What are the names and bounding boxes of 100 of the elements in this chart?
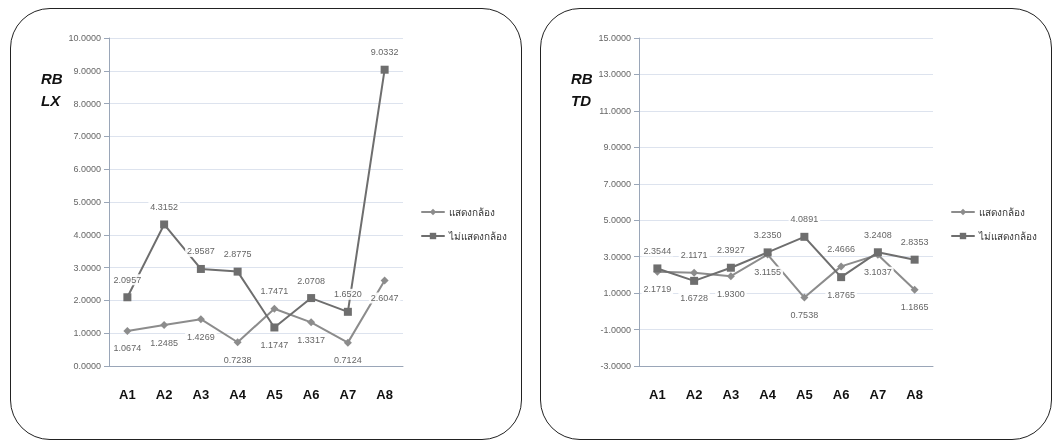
y-tick-label: 15.0000 xyxy=(598,33,631,43)
y-tick-label: 5.0000 xyxy=(603,215,631,226)
x-tick-label: A6 xyxy=(302,387,320,402)
data-label: 1.7471 xyxy=(260,286,289,297)
point xyxy=(343,307,352,316)
y-tick-label: 6.0000 xyxy=(73,164,101,175)
point xyxy=(726,263,735,272)
point xyxy=(690,276,699,285)
x-tick-label: A6 xyxy=(832,387,850,402)
data-label: 2.3544 xyxy=(643,245,672,256)
point xyxy=(270,323,279,332)
data-label: 2.8353 xyxy=(900,237,929,248)
x-tick-label: A4 xyxy=(229,387,247,402)
data-label: 4.0891 xyxy=(790,214,819,225)
x-tick-label: A3 xyxy=(192,387,210,402)
data-label: 0.7238 xyxy=(223,354,252,365)
point xyxy=(800,232,809,241)
legend-label: ไม่แสดงกล้อง xyxy=(448,230,507,242)
point xyxy=(160,321,169,330)
data-label: 1.4269 xyxy=(187,331,215,342)
y-tick-label: 3.0000 xyxy=(603,251,631,262)
x-tick-label: A2 xyxy=(685,387,703,402)
data-label: 2.0708 xyxy=(297,275,325,286)
legend-label: แสดงกล้อง xyxy=(449,206,495,218)
y-tick-label: 5.0000 xyxy=(73,197,101,207)
data-label: 1.1747 xyxy=(260,339,289,350)
data-label: 1.1865 xyxy=(900,302,929,313)
y-tick-label: 7.0000 xyxy=(603,178,631,189)
y-tick-label: 10.0000 xyxy=(68,33,101,43)
point xyxy=(233,267,242,276)
y-tick-label: 9.0000 xyxy=(603,142,631,153)
y-axis-title: RB TD xyxy=(571,69,593,109)
data-label: 2.0957 xyxy=(113,274,142,285)
point xyxy=(380,65,389,74)
y-tick-label: 7.0000 xyxy=(73,131,101,142)
x-tick-label: A8 xyxy=(376,387,393,402)
data-label: 2.1171 xyxy=(680,250,708,261)
x-tick-label: A3 xyxy=(722,387,740,402)
data-label: 0.7124 xyxy=(334,355,362,366)
data-label: 1.6728 xyxy=(680,293,708,304)
y-tick-label: 1.0000 xyxy=(73,328,101,339)
x-tick-label: A4 xyxy=(759,387,777,402)
point xyxy=(343,338,352,347)
data-label: 3.1155 xyxy=(754,267,782,278)
x-tick-label: A1 xyxy=(119,387,136,402)
y-tick-label: 9.0000 xyxy=(73,65,101,76)
y-tick-label: 0.0000 xyxy=(73,361,101,371)
data-label: 2.4666 xyxy=(827,243,855,254)
data-label: 2.9587 xyxy=(187,246,215,257)
y-tick-label: 1.0000 xyxy=(603,288,631,299)
data-label: 9.0332 xyxy=(370,47,399,58)
x-tick-label: A5 xyxy=(796,387,813,402)
point xyxy=(910,285,919,294)
x-tick-label: A5 xyxy=(266,387,283,402)
point xyxy=(837,273,846,282)
y-tick-label: 11.0000 xyxy=(599,105,631,116)
data-label: 3.1037 xyxy=(864,267,892,278)
data-label: 2.3927 xyxy=(717,245,745,256)
data-label: 4.3152 xyxy=(150,201,178,212)
point xyxy=(910,255,919,264)
point xyxy=(690,268,699,277)
point xyxy=(726,272,735,281)
y-tick-label: 8.0000 xyxy=(73,98,101,109)
point xyxy=(123,326,132,335)
y-tick-label: 3.0000 xyxy=(73,262,101,273)
point xyxy=(380,276,389,285)
data-label: 1.8765 xyxy=(827,289,855,300)
data-label: 2.1719 xyxy=(643,284,672,295)
x-tick-label: A7 xyxy=(869,387,887,402)
y-tick-label: 2.0000 xyxy=(73,295,101,306)
x-tick-label: A2 xyxy=(155,387,173,402)
x-tick-label: A7 xyxy=(339,387,357,402)
data-label: 1.0674 xyxy=(113,343,142,354)
point xyxy=(196,315,205,324)
point xyxy=(837,262,846,271)
point xyxy=(160,220,169,229)
y-tick-label: 4.0000 xyxy=(73,229,101,240)
point xyxy=(307,318,316,327)
data-label: 3.2408 xyxy=(864,229,892,240)
data-label: 1.3317 xyxy=(297,334,325,345)
y-tick-label: -1.0000 xyxy=(600,324,631,335)
data-label: 3.2350 xyxy=(753,229,782,240)
legend-label: ไม่แสดงกล้อง xyxy=(978,230,1037,242)
legend-label: แสดงกล้อง xyxy=(979,206,1025,218)
x-tick-label: A8 xyxy=(906,387,923,402)
data-label: 2.8775 xyxy=(223,249,252,260)
point xyxy=(233,338,242,347)
data-label: 1.9300 xyxy=(717,288,745,299)
y-axis-title: RB LX xyxy=(41,69,63,109)
data-label: 1.6520 xyxy=(334,289,362,300)
data-label: 2.6047 xyxy=(370,293,399,304)
point xyxy=(123,293,132,302)
point xyxy=(307,294,316,303)
x-tick-label: A1 xyxy=(649,387,666,402)
point xyxy=(800,293,809,302)
point xyxy=(270,304,279,313)
point xyxy=(196,264,205,273)
data-label: 0.7538 xyxy=(790,310,819,321)
y-tick-label: -3.0000 xyxy=(600,361,631,371)
y-tick-label: 13.0000 xyxy=(598,69,631,80)
